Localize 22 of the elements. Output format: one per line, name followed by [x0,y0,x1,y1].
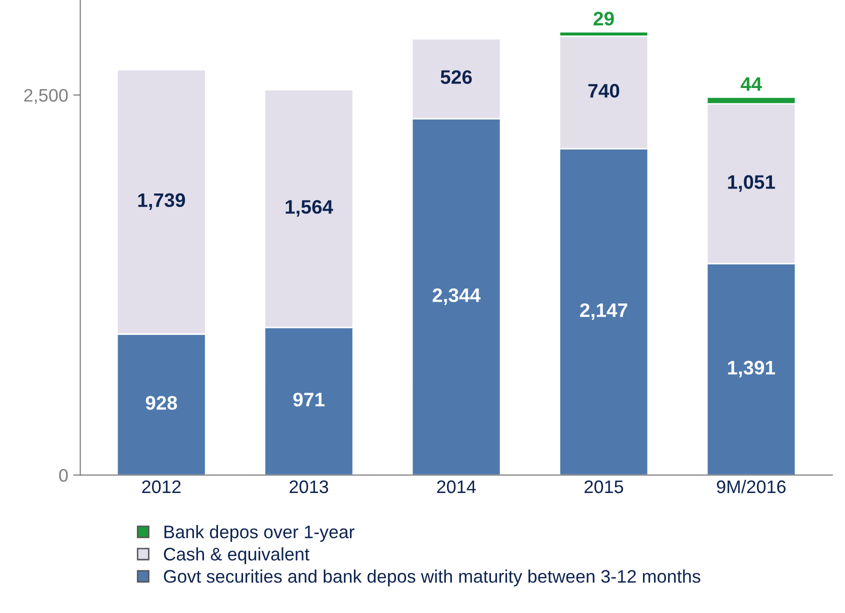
data-label: 1,051 [728,175,776,192]
data-label: 29 [594,12,614,26]
x-tick-label: 2013 [290,480,328,494]
legend-label: Cash & equivalent [164,547,310,564]
data-label: 1,564 [286,200,334,217]
data-label: 1,391 [728,360,776,378]
x-tick-label: 2012 [142,480,181,494]
data-label: 740 [588,84,620,98]
data-label: 44 [740,77,762,91]
y-tick-label: 0 [59,469,68,482]
legend-label: Govt securities and bank depos with maturity between 3-12 months [164,570,700,586]
data-label: 2,147 [580,303,628,320]
x-tick-label: 2015 [584,480,624,494]
data-label: 928 [146,396,178,410]
data-label: 2,344 [432,288,481,305]
data-label: 971 [293,392,325,406]
x-tick-label: 2014 [437,480,476,494]
y-tick-label: 2,500 [24,88,68,104]
data-label: 526 [440,70,472,84]
data-label: 1,739 [138,193,185,210]
x-tick-label: 9M/2016 [716,480,786,494]
legend-label: Bank depos over 1-year [164,525,354,542]
